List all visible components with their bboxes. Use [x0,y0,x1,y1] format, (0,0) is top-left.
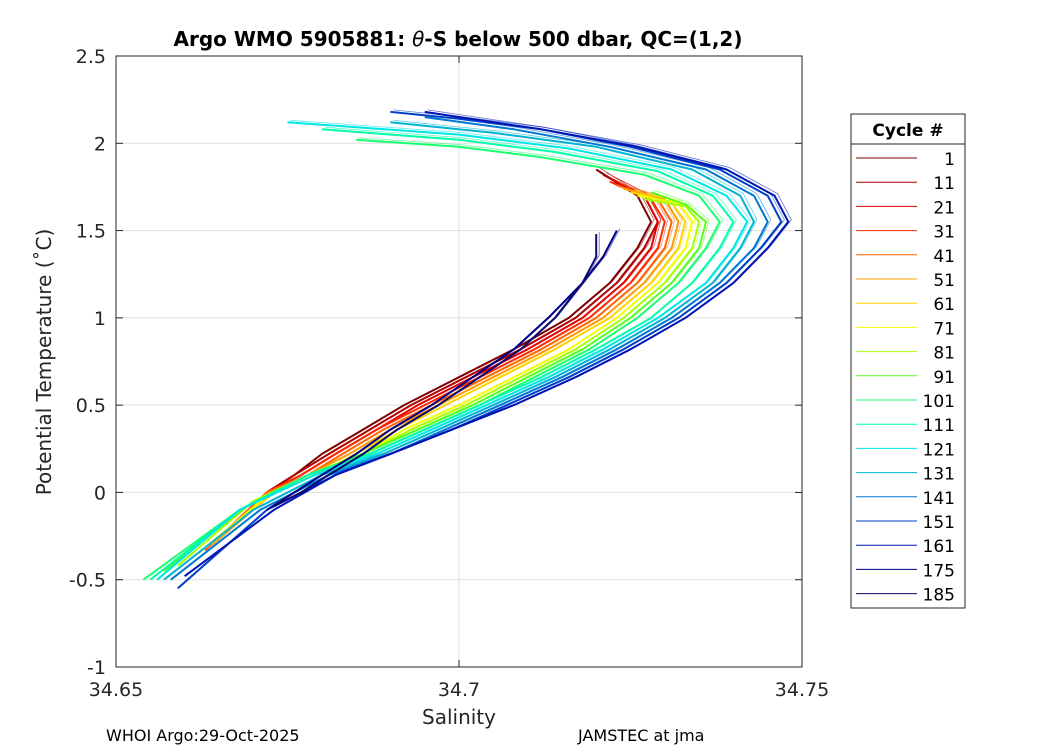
y-tick-label: 0 [94,482,106,504]
legend-label: 31 [933,223,955,243]
legend-entry: 131 [856,465,955,485]
legend-box [850,113,966,609]
x-tick-label: 34.75 [775,679,829,701]
x-axis-label: Salinity [422,705,496,729]
x-tick-label: 34.65 [89,679,143,701]
legend-label: 61 [933,295,955,315]
y-axis-label: Potential Temperature (˚C) [32,229,56,496]
footer-left-credit: WHOI Argo:29-Oct-2025 [106,726,300,745]
legend-entry: 185 [856,586,955,606]
series-line-jitter [159,119,751,579]
legend-label: 175 [923,561,955,581]
y-tick-label: -0.5 [69,570,106,592]
legend-label: 131 [923,465,955,485]
series-line-jitter [276,232,600,505]
series-line-jitter [269,228,621,509]
legend-entry: 161 [856,537,955,557]
series-line-jitter [187,109,792,575]
legend-entry: 91 [856,368,955,388]
title-theta-symbol: θ [412,27,424,51]
x-tick-label: 34.7 [438,679,480,701]
series-line-jitter [207,179,669,549]
legend-label: 185 [923,586,955,606]
legend-label: 151 [923,513,955,533]
series-line-jitter [153,126,737,579]
y-tick-label: 2.5 [76,46,106,68]
series-cycle-111 [149,126,737,581]
series-cycle-31 [204,179,669,551]
chart-title: Argo WMO 5905881: θ-S below 500 dbar, QC… [174,27,743,51]
legend-label: 121 [923,440,955,460]
y-tick-label: 2 [94,133,106,155]
series-cycle-121 [156,119,751,581]
series-cycle-175 [266,228,621,511]
legend-entries: 1112131415161718191101111121131141151161… [856,150,955,606]
legend-entry: 141 [856,489,955,509]
legend-label: 51 [933,271,955,291]
legend-entry: 175 [856,561,955,581]
series-cycle-161 [184,109,792,578]
ticks: 34.65 34.7 34.75 -1 -0.5 0 0.5 1 1.5 2 2.5 [69,46,829,701]
legend-label: 161 [923,537,955,557]
legend-entry: 41 [856,247,955,267]
legend-entry: 101 [856,392,955,412]
series-line-jitter [214,186,682,544]
legend-label: 11 [933,174,955,194]
y-tick-label: -1 [87,657,106,679]
legend-label: 41 [933,247,955,267]
legend-label: 141 [923,489,955,509]
y-tick-label: 1.5 [76,221,106,243]
footer-right-credit: JAMSTEC at jma [578,726,705,745]
legend: Cycle # 11121314151617181911011111211311… [850,113,966,609]
legend-entry: 121 [856,440,955,460]
series-layer [142,109,792,590]
legend-entry: 111 [856,416,955,436]
legend-label: 101 [923,392,955,412]
y-tick-label: 1 [94,308,106,330]
legend-entry: 51 [856,271,955,291]
legend-entry: 71 [856,319,955,339]
series-line-jitter [173,114,772,579]
legend-entry: 21 [856,198,955,218]
legend-label: 91 [933,368,955,388]
legend-label: 1 [944,150,955,170]
y-tick-label: 0.5 [76,395,106,417]
legend-entry: 81 [856,344,955,364]
legend-entry: 61 [856,295,955,315]
legend-entry: 11 [856,174,955,194]
legend-title: Cycle # [872,121,943,141]
series-cycle-185 [273,232,600,508]
legend-label: 21 [933,198,955,218]
legend-label: 111 [923,416,955,436]
legend-label: 81 [933,344,955,364]
legend-label: 71 [933,319,955,339]
legend-entry: 31 [856,223,955,243]
legend-entry: 1 [856,150,955,170]
legend-entry: 151 [856,513,955,533]
